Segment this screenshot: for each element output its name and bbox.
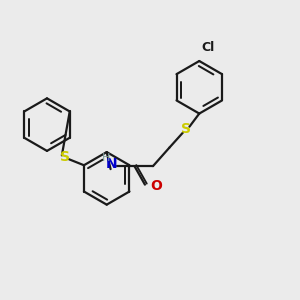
Text: N: N [106, 157, 117, 171]
Text: S: S [181, 122, 191, 136]
Text: Cl: Cl [202, 41, 215, 54]
Text: O: O [150, 179, 162, 193]
Text: H: H [102, 153, 111, 163]
Text: S: S [60, 150, 70, 164]
